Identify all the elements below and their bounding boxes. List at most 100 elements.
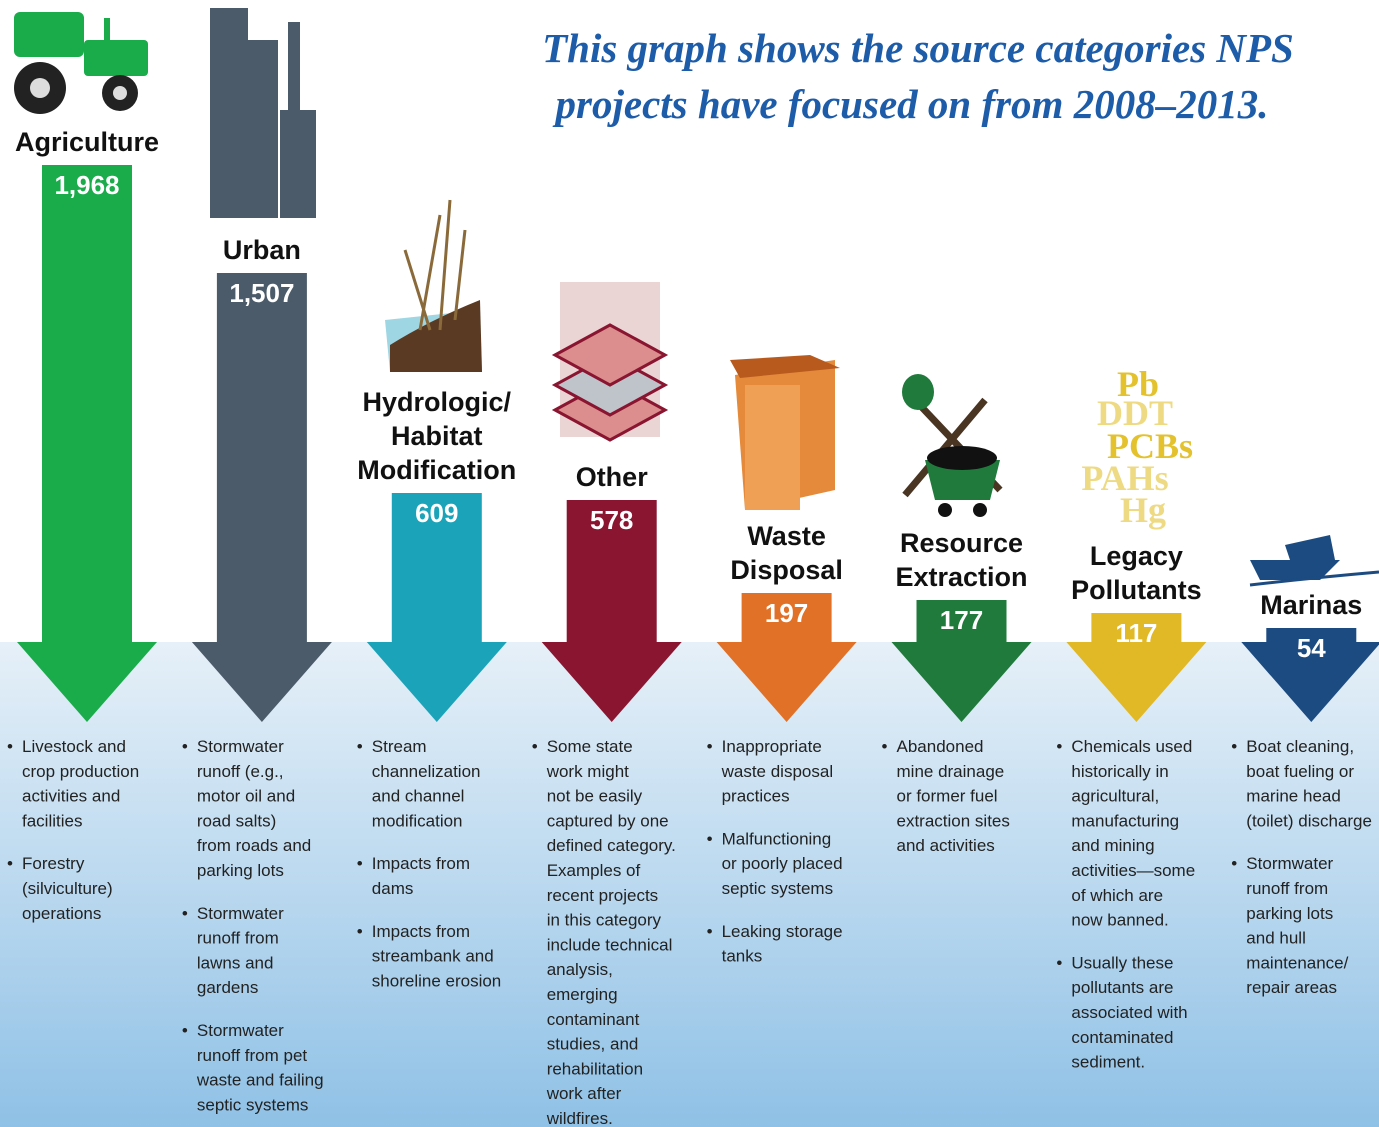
headline: This graph shows the source categories N…	[542, 25, 1294, 71]
bullet-text: mine drainage	[897, 762, 1005, 781]
category-title: Agriculture	[15, 127, 159, 157]
outhouse-icon	[730, 355, 840, 510]
bullet-dot: •	[1231, 737, 1237, 756]
bullet-text: Forestry	[22, 854, 85, 873]
bullet-text: and activities	[897, 836, 995, 855]
bullet-dot: •	[357, 737, 363, 756]
bullet-text: recent projects	[547, 886, 659, 905]
bullet-dot: •	[182, 904, 188, 923]
bullet-text: Stormwater	[197, 1021, 284, 1040]
bullet-text: work might	[546, 762, 629, 781]
bullet-text: dams	[372, 879, 414, 898]
bullet-text: gardens	[197, 978, 258, 997]
category-title: Disposal	[730, 555, 843, 585]
category-title: Extraction	[895, 562, 1027, 592]
bullet-text: extraction sites	[897, 811, 1010, 830]
bullet-dot: •	[1231, 854, 1237, 873]
bullet-text: Stormwater	[197, 737, 284, 756]
bullet-text: and hull	[1246, 929, 1306, 948]
pollutant-label: Hg	[1120, 490, 1166, 530]
bullet-text: Impacts from	[372, 854, 470, 873]
bullet-dot: •	[7, 854, 13, 873]
bullet-text: or former fuel	[897, 787, 998, 806]
bullet-text: Boat cleaning,	[1246, 737, 1354, 756]
bullet-text: operations	[22, 904, 101, 923]
infographic: This graph shows the source categories N…	[0, 0, 1379, 1127]
bullet-text: Livestock and	[22, 737, 126, 756]
bullet-text: Impacts from	[372, 922, 470, 941]
bullet-text: marine head	[1246, 787, 1341, 806]
bullet-dot: •	[707, 737, 713, 756]
bullet-text: in this category	[547, 911, 662, 930]
bullet-text: runoff from	[197, 929, 279, 948]
bullet-text: emerging	[547, 985, 618, 1004]
bullet-dot: •	[182, 1021, 188, 1040]
bullet-dot: •	[1056, 737, 1062, 756]
bullet-text: parking lots	[197, 861, 284, 880]
category-value: 1,507	[229, 278, 294, 308]
bullet-text: Stormwater	[1246, 854, 1333, 873]
bullet-text: of which are	[1071, 886, 1163, 905]
bullet-text: contaminant	[547, 1010, 640, 1029]
category-title: Legacy	[1090, 541, 1183, 571]
category-title: Other	[576, 462, 649, 492]
bullet-text: Usually these	[1071, 953, 1173, 972]
bullet-text: (toilet) discharge	[1246, 811, 1372, 830]
layers-icon	[555, 282, 665, 440]
category-value: 197	[765, 598, 808, 628]
bullet-text: Stormwater	[197, 904, 284, 923]
bullet-text: maintenance/	[1246, 953, 1348, 972]
bullet-text: Chemicals used	[1071, 737, 1192, 756]
bullet-dot: •	[182, 737, 188, 756]
bullet-text: motor oil and	[197, 787, 295, 806]
bullet-text: (silviculture)	[22, 879, 113, 898]
bullet-text: shoreline erosion	[372, 971, 501, 990]
bullet-text: Some state	[547, 737, 633, 756]
bullet-text: Malfunctioning	[722, 829, 832, 848]
bullet-text: defined category.	[547, 836, 676, 855]
bullet-text: agricultural,	[1071, 787, 1159, 806]
bullet-text: wildfires.	[546, 1109, 613, 1127]
bullet-dot: •	[7, 737, 13, 756]
category-title: Hydrologic/	[363, 387, 512, 417]
bullet-text: channelization	[372, 762, 481, 781]
bullet-dot: •	[707, 829, 713, 848]
bullet-text: from roads and	[197, 836, 311, 855]
category-title: Marinas	[1260, 590, 1362, 620]
category-title: Resource	[900, 528, 1023, 558]
bullet-text: pollutants are	[1071, 978, 1173, 997]
bullet-text: include technical	[547, 935, 673, 954]
bullet-text: Stream	[372, 737, 427, 756]
bullet-text: Leaking storage	[722, 922, 843, 941]
category-value: 609	[415, 498, 458, 528]
bullet-text: parking lots	[1246, 904, 1333, 923]
bullet-text: streambank and	[372, 947, 494, 966]
bullet-text: now banned.	[1071, 911, 1168, 930]
bullet-text: septic systems	[722, 879, 833, 898]
bullet-text: or poorly placed	[722, 854, 843, 873]
category-value: 54	[1297, 633, 1326, 663]
bullet-text: waste and failing	[196, 1071, 324, 1090]
category-value: 117	[1115, 618, 1157, 648]
bullet-text: facilities	[22, 811, 82, 830]
bullet-text: rehabilitation	[547, 1059, 643, 1078]
bullet-text: Inappropriate	[722, 737, 822, 756]
bullet-dot: •	[532, 737, 538, 756]
bullet-text: practices	[722, 787, 790, 806]
category-title: Pollutants	[1071, 575, 1202, 605]
category-value: 578	[590, 505, 633, 535]
bullet-dot: •	[707, 922, 713, 941]
bullet-text: runoff from pet	[197, 1046, 308, 1065]
category-title: Habitat	[391, 421, 483, 451]
bullet-text: and channel	[372, 787, 465, 806]
bullet-text: modification	[372, 811, 463, 830]
bullet-text: historically in	[1071, 762, 1168, 781]
bullet-text: crop production	[22, 762, 139, 781]
bullet-text: associated with	[1071, 1003, 1187, 1022]
bullet-text: runoff (e.g.,	[197, 762, 284, 781]
category-title: Modification	[357, 455, 516, 485]
bullet-dot: •	[357, 854, 363, 873]
bullet-text: not be easily	[547, 787, 643, 806]
bullet-text: activities and	[22, 787, 120, 806]
bullet-text: repair areas	[1246, 978, 1337, 997]
